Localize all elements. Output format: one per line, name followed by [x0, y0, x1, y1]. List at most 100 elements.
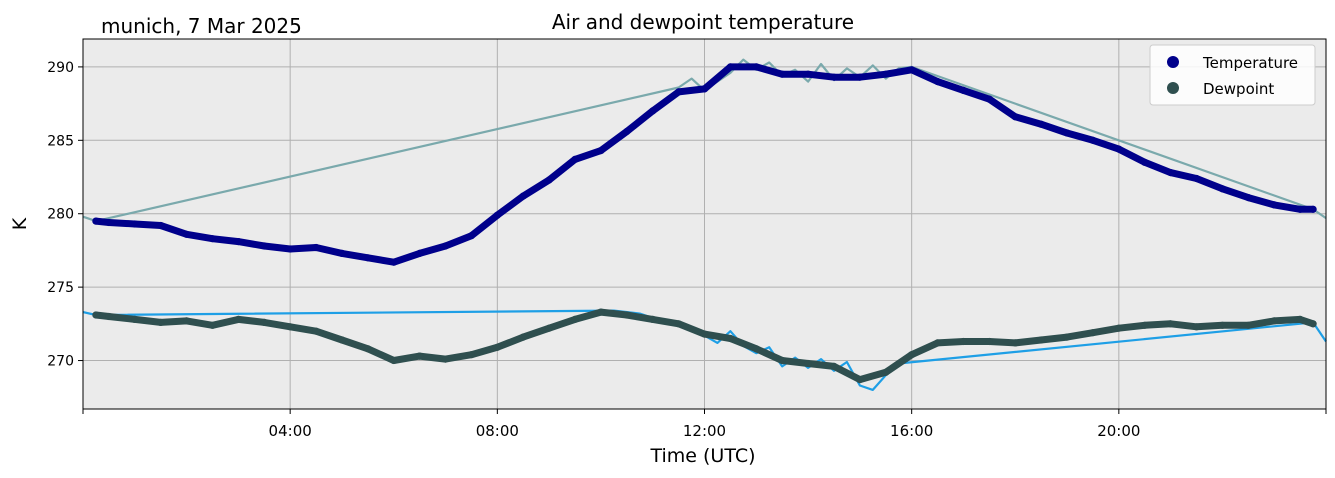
series-dewpoint-point [1089, 329, 1097, 337]
series-dewpoint-point [441, 355, 450, 363]
series-dewpoint-point [1167, 320, 1175, 328]
legend-marker-dewpoint [1167, 82, 1179, 94]
series-temperature-point [1309, 205, 1317, 213]
series-dewpoint-point [131, 315, 139, 323]
series-dewpoint-point [675, 320, 683, 328]
series-dewpoint-point [364, 345, 372, 353]
series-temperature-point [441, 242, 450, 250]
y-tick-label: 285 [47, 133, 74, 149]
series-dewpoint-point [649, 315, 657, 323]
series-temperature-point [260, 242, 268, 250]
series-layer [82, 58, 1327, 391]
series-temperature-point [1063, 129, 1071, 137]
legend-box [1149, 44, 1316, 106]
x-axis-title: Time (UTC) [649, 445, 755, 467]
series-temperature-point [1270, 201, 1278, 209]
series-temperature-point [752, 63, 760, 71]
x-tick-label: 20:00 [1097, 422, 1140, 440]
series-temperature-point [312, 243, 320, 252]
series-dewpoint-point [338, 336, 346, 344]
series-temperature-point [959, 86, 968, 94]
series-temperature-point [364, 254, 372, 262]
series-dewpoint-point [312, 327, 320, 335]
series-dewpoint-point [1244, 321, 1252, 329]
series-dewpoint-point [623, 311, 631, 319]
series-temperature-point [105, 218, 113, 227]
series-temperature-point [856, 73, 864, 81]
y-tick-label: 275 [47, 280, 74, 296]
series-dewpoint-point [752, 345, 760, 353]
series-temperature-point [1192, 174, 1201, 183]
series-dewpoint-point [1011, 339, 1019, 347]
series-temperature-point [545, 176, 553, 184]
series-temperature-point [830, 73, 838, 81]
series-temperature-point [675, 88, 683, 96]
series-temperature-point [92, 217, 100, 225]
series-temperature-point [157, 221, 165, 230]
series-temperature-point [338, 249, 346, 257]
chart-title: Air and dewpoint temperature [552, 10, 854, 34]
series-temperature-point [726, 63, 735, 71]
series-dewpoint-point [1218, 321, 1226, 329]
legend: Temperature Dewpoint [1149, 44, 1316, 106]
series-dewpoint-point [1115, 324, 1123, 332]
series-temperature-point [1089, 136, 1097, 144]
series-dewpoint-point [467, 351, 475, 359]
legend-label-temperature: Temperature [1202, 54, 1298, 72]
y-tick-label: 290 [47, 60, 74, 76]
series-temperature-point [208, 235, 217, 243]
series-dewpoint-point [985, 337, 994, 346]
series-dewpoint-point [1296, 315, 1304, 323]
series-temperature-point [1244, 194, 1252, 202]
series-temperature-point [700, 85, 709, 93]
series-temperature-point [390, 258, 398, 266]
series-temperature-point [882, 70, 890, 78]
series-temperature-point [286, 245, 294, 253]
series-dewpoint-point [1192, 323, 1201, 331]
series-dewpoint-point [597, 308, 605, 316]
series-temperature-point [597, 147, 605, 155]
series-dewpoint-point [1037, 336, 1045, 344]
series-dewpoint-point [286, 323, 294, 331]
series-temperature-point [416, 249, 424, 257]
x-axis-ticks: 04:00 08:00 12:00 16:00 20:00 [82, 409, 1327, 440]
series-temperature-point [1296, 205, 1304, 213]
chart-subtitle: munich, 7 Mar 2025 [101, 14, 302, 38]
series-dewpoint-point [519, 333, 527, 341]
series-temperature-point [1011, 113, 1019, 121]
series-dewpoint-point [234, 315, 242, 323]
series-dewpoint-point [908, 351, 916, 359]
y-tick-label: 280 [47, 207, 74, 223]
y-tick-label: 270 [47, 354, 74, 370]
x-tick-label: 08:00 [476, 422, 519, 440]
y-axis-title: K [9, 217, 31, 230]
x-tick-label: 04:00 [269, 422, 312, 440]
series-dewpoint-point [571, 315, 579, 323]
series-dewpoint-point [208, 321, 217, 329]
series-temperature-point [1141, 158, 1149, 166]
series-dewpoint-point [804, 359, 812, 368]
series-dewpoint-point [157, 318, 165, 326]
series-dewpoint-point [959, 337, 968, 346]
series-dewpoint-point [1309, 320, 1317, 328]
legend-marker-temperature [1167, 56, 1179, 68]
series-temperature-point [183, 230, 191, 238]
series-temperature-point [234, 238, 242, 246]
x-tick-label: 16:00 [890, 422, 933, 440]
series-dewpoint-point [260, 318, 268, 326]
series-temperature-point [131, 220, 139, 228]
series-dewpoint-point [105, 312, 113, 321]
series-dewpoint-point [493, 343, 501, 351]
series-temperature-point [1218, 185, 1226, 193]
series-temperature-point [571, 155, 579, 163]
series-temperature-point [493, 211, 501, 219]
series-dewpoint-point [92, 311, 100, 319]
series-dewpoint-point [390, 356, 398, 365]
series-dewpoint-point [545, 324, 553, 332]
series-dewpoint-point [1141, 321, 1149, 329]
series-temperature-point [934, 78, 942, 86]
series-dewpoint-point [934, 339, 942, 347]
series-dewpoint-point [1063, 333, 1071, 341]
series-dewpoint-point [700, 330, 709, 338]
